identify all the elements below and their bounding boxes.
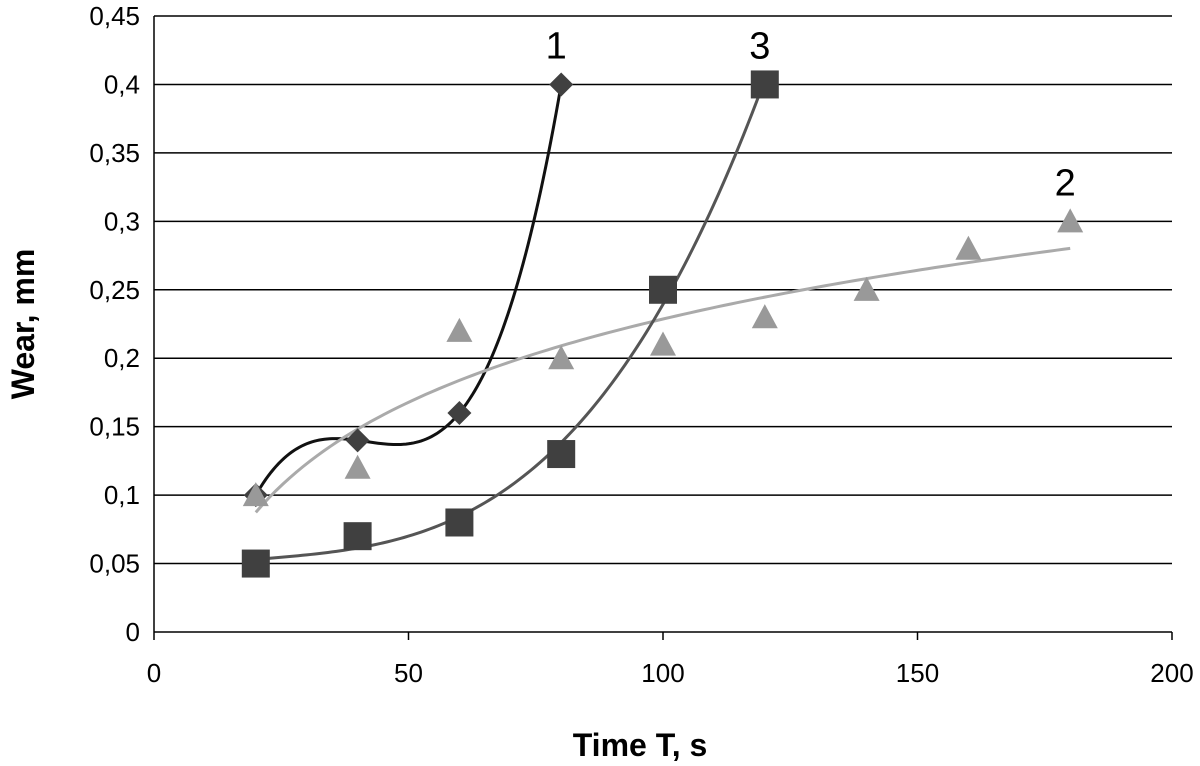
y-tick-labels: 0 0,05 0,1 0,15 0,2 0,25 0,3 0,35 0,4 0,45: [89, 1, 140, 647]
data-point-2: [344, 454, 371, 479]
trend-line-1: [254, 84, 563, 496]
data-point-1: [549, 72, 574, 97]
data-point-2: [1057, 208, 1084, 233]
series-label-1: 1: [546, 25, 567, 67]
y-tick-label: 0,2: [104, 343, 140, 373]
data-point-3: [343, 522, 372, 551]
y-tick-label: 0,35: [89, 138, 140, 168]
x-axis-title: Time T, s: [573, 727, 708, 763]
x-tick-label: 200: [1150, 658, 1193, 688]
y-tick-label: 0,45: [89, 1, 140, 31]
data-point-3: [547, 440, 576, 469]
data-point-2: [955, 235, 982, 260]
trend-line-2: [254, 246, 1071, 514]
x-tick-label: 150: [896, 658, 939, 688]
data-point-2: [751, 304, 778, 329]
y-tick-label: 0,05: [89, 549, 140, 579]
data-point-2: [242, 482, 269, 507]
data-point-2: [853, 276, 880, 301]
y-tick-label: 0,25: [89, 275, 140, 305]
x-tick-labels: 0 50 100 150 200: [147, 658, 1194, 688]
trend-line-3: [255, 79, 767, 561]
axes: [153, 16, 1173, 640]
x-tick-label: 100: [641, 658, 684, 688]
x-tick-label: 50: [394, 658, 423, 688]
data-point-2: [548, 345, 575, 370]
y-tick-label: 0,1: [104, 480, 140, 510]
data-point-2: [650, 331, 676, 356]
data-point-3: [445, 508, 474, 537]
y-tick-label: 0,15: [89, 412, 140, 442]
data-point-1: [447, 400, 472, 425]
x-tick-label: 0: [147, 658, 161, 688]
data-point-2: [446, 317, 473, 342]
y-tick-label: 0: [126, 617, 140, 647]
series-labels: 1 2 3: [546, 25, 1076, 204]
series-label-2: 2: [1055, 162, 1076, 204]
data-point-3: [750, 70, 779, 99]
y-tick-label: 0,3: [104, 206, 140, 236]
data-markers: [241, 70, 1084, 578]
series-label-3: 3: [749, 25, 770, 67]
y-axis-title: Wear, mm: [5, 249, 41, 400]
trend-lines: [254, 79, 1071, 561]
data-point-3: [649, 275, 677, 304]
data-point-3: [241, 549, 270, 578]
y-tick-label: 0,4: [104, 69, 140, 99]
data-point-1: [345, 428, 370, 453]
